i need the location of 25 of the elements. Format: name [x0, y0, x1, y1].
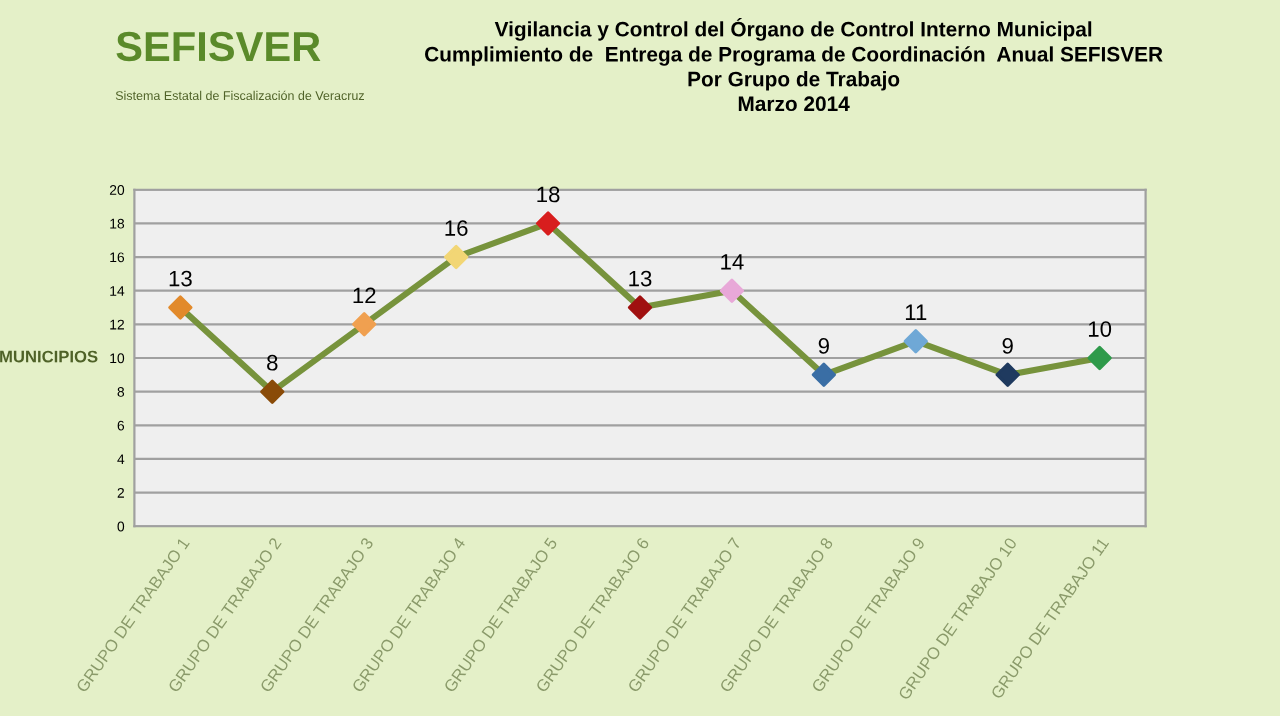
point: [535, 211, 561, 236]
y-axis-title: MUNICIPIOS: [0, 350, 98, 363]
data-label: 13: [629, 270, 652, 287]
data-label: 18: [537, 186, 560, 203]
point: [1087, 345, 1112, 371]
point: [260, 379, 285, 404]
chart-title: Vigilancia y Control del Órgano de Control Interno Municipal Cumplimiento de Entrega de Programa de Coordinación Anual SEFISVER Por Grupo de Trabajo Marzo 2014: [425, 17, 1163, 112]
data-label: 8: [267, 354, 278, 371]
point: [352, 312, 377, 337]
data-label: 12: [353, 287, 376, 304]
point: [995, 362, 1020, 387]
data-label: 9: [818, 338, 829, 354]
data-label: 9: [1002, 338, 1013, 354]
point: [627, 295, 653, 320]
point: [444, 244, 469, 270]
data-label: 10: [1088, 321, 1112, 337]
point: [903, 329, 928, 354]
data-label: 13: [169, 270, 192, 287]
data-label: 11: [905, 304, 927, 320]
text: SEFISVER: [116, 31, 321, 62]
point: [719, 278, 745, 303]
data-label: 16: [445, 220, 468, 236]
data-label: 14: [721, 254, 744, 270]
point: [168, 295, 193, 320]
point: [811, 362, 836, 387]
